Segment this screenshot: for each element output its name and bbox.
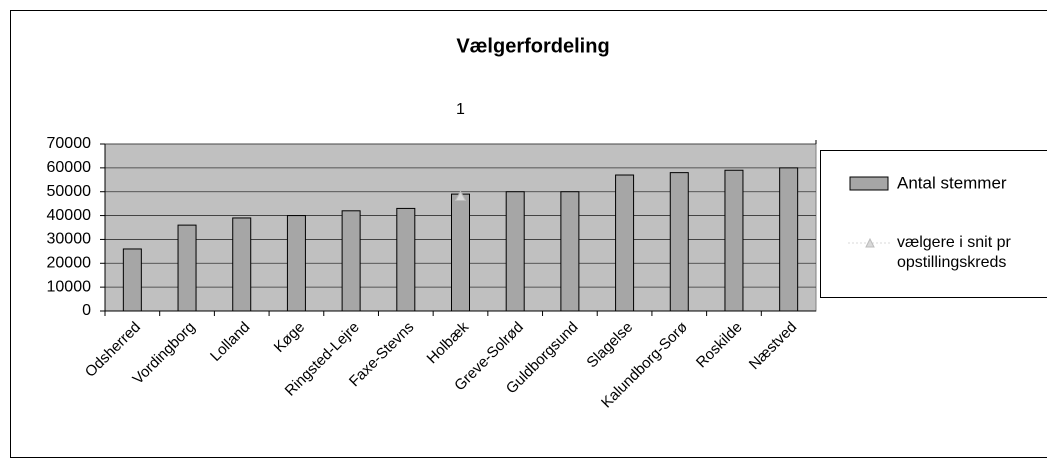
bar <box>396 207 416 312</box>
legend-label: Antal stemmer <box>897 173 1007 192</box>
y-tick-label: 50000 <box>47 183 92 200</box>
y-tick-label: 20000 <box>47 255 92 272</box>
legend-box <box>820 150 1047 298</box>
y-tick-label: 70000 <box>47 135 92 152</box>
y-tick-label: 30000 <box>47 231 92 248</box>
bar <box>341 210 361 312</box>
legend-label: vælgere i snit pr opstillingskreds <box>897 234 1011 271</box>
bar <box>560 191 580 312</box>
y-tick-label: 60000 <box>47 159 92 176</box>
bar <box>669 172 689 312</box>
line-marker <box>454 190 467 201</box>
legend-marker <box>865 237 875 248</box>
bar <box>286 215 306 312</box>
bar <box>122 248 142 312</box>
bar <box>779 167 799 312</box>
bar <box>451 193 470 312</box>
y-tick-label: 0 <box>82 302 91 319</box>
legend-swatch <box>849 176 889 191</box>
x2-tick-label: 1 <box>456 101 465 118</box>
bar <box>505 191 525 312</box>
bar <box>177 224 197 312</box>
bar <box>232 217 252 312</box>
chart-title: Vælgerfordeling <box>456 35 609 57</box>
bar <box>615 174 635 312</box>
bar <box>724 169 744 312</box>
y-tick-label: 40000 <box>47 207 92 224</box>
y-tick-label: 10000 <box>47 278 92 295</box>
